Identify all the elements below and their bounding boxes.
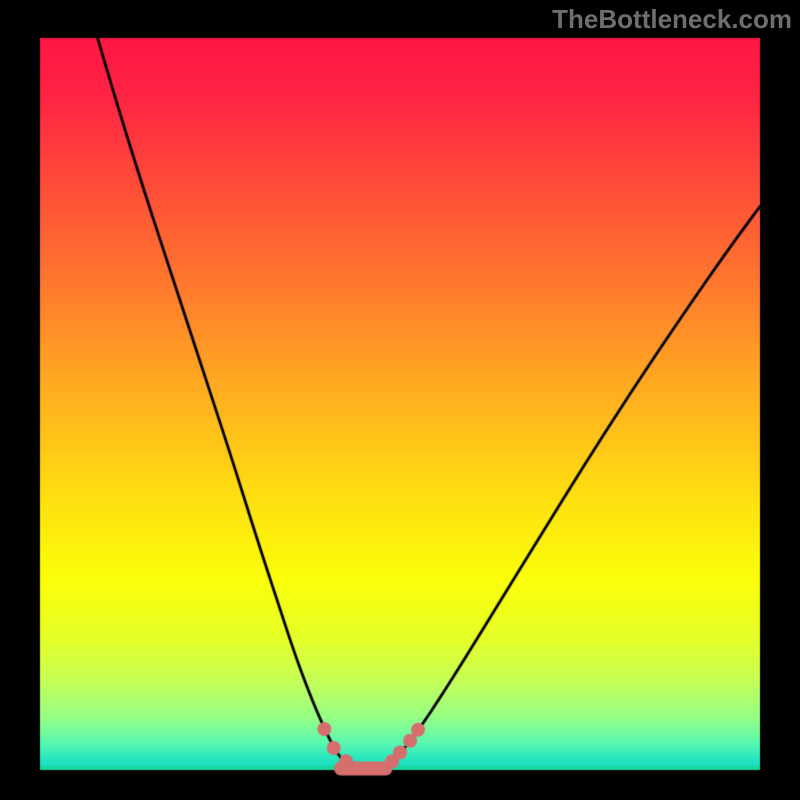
watermark-text: TheBottleneck.com [552, 4, 792, 35]
chart-stage: TheBottleneck.com [0, 0, 800, 800]
bottleneck-chart-canvas [0, 0, 800, 800]
